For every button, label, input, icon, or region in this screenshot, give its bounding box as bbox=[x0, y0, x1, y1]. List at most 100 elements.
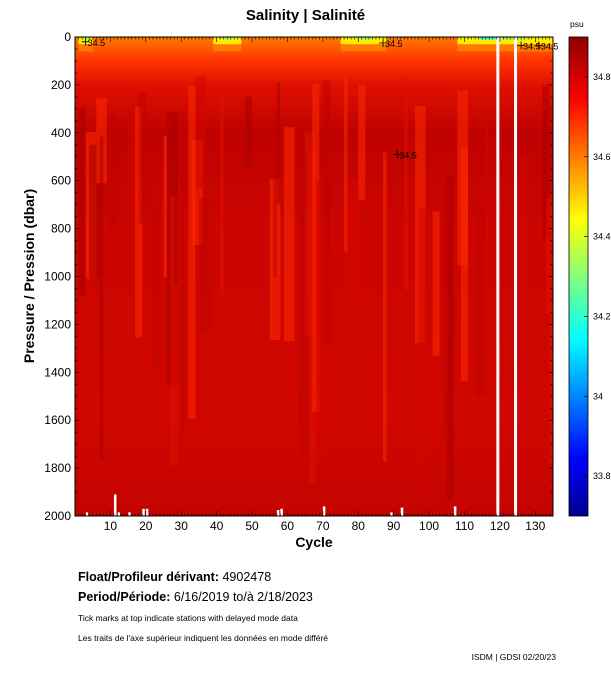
chart-title: Salinity | Salinité bbox=[245, 7, 366, 24]
texture-stripe bbox=[188, 85, 196, 419]
texture-stripe bbox=[298, 144, 309, 456]
texture-stripe bbox=[549, 194, 553, 465]
texture-stripe bbox=[138, 92, 146, 224]
note-english: Tick marks at top indicate stations with… bbox=[78, 613, 298, 623]
contour-label: 34.5 bbox=[523, 41, 541, 51]
x-tick-label: 110 bbox=[455, 519, 474, 533]
plot-area bbox=[75, 37, 553, 516]
texture-stripe bbox=[358, 85, 366, 200]
y-tick-label: 2000 bbox=[44, 509, 71, 523]
texture-stripe bbox=[220, 93, 224, 296]
profile-bottom-gap bbox=[85, 512, 89, 516]
y-tick-label: 600 bbox=[51, 174, 71, 188]
texture-stripe bbox=[89, 144, 100, 279]
texture-stripe bbox=[326, 95, 330, 346]
texture-stripe bbox=[170, 196, 178, 466]
y-tick-label: 800 bbox=[51, 222, 71, 236]
float-id: 4902478 bbox=[222, 570, 272, 584]
float-info: Float/Profileur dérivant: 4902478 bbox=[78, 570, 271, 584]
x-tick-label: 30 bbox=[175, 519, 189, 533]
profile-bottom-gap bbox=[128, 512, 131, 516]
texture-stripe bbox=[244, 96, 253, 169]
texture-stripe bbox=[191, 140, 203, 246]
contour-label: 34.5 bbox=[88, 38, 106, 48]
surface-fresh-patch bbox=[213, 37, 242, 45]
texture-stripe bbox=[276, 82, 281, 204]
surface-fresh-patch bbox=[340, 37, 387, 45]
texture-stripe bbox=[404, 77, 408, 291]
texture-stripe bbox=[128, 123, 139, 217]
texture-stripe bbox=[195, 76, 207, 189]
missing-cycle-gap bbox=[514, 37, 518, 516]
x-tick-label: 10 bbox=[104, 519, 118, 533]
y-tick-label: 200 bbox=[51, 78, 71, 92]
y-tick-label: 1400 bbox=[44, 365, 71, 379]
texture-stripe bbox=[181, 111, 185, 436]
texture-stripe bbox=[460, 148, 469, 382]
texture-stripe bbox=[315, 180, 323, 459]
contour-label: 34.5 bbox=[399, 150, 417, 160]
texture-stripe bbox=[344, 77, 348, 253]
texture-stripe bbox=[351, 192, 359, 312]
x-tick-label: 120 bbox=[490, 519, 510, 533]
texture-stripe bbox=[443, 186, 447, 445]
contour-label: 34.5 bbox=[541, 41, 559, 51]
y-axis-label: Pressure / Pression (dbar) bbox=[21, 189, 37, 363]
colorbar-tick-label: 34.4 bbox=[593, 232, 611, 242]
texture-stripe bbox=[152, 210, 160, 368]
x-tick-label: 70 bbox=[316, 519, 330, 533]
texture-stripe bbox=[174, 119, 178, 286]
y-tick-label: 1600 bbox=[44, 413, 71, 427]
x-tick-label: 60 bbox=[281, 519, 295, 533]
x-tick-label: 90 bbox=[387, 519, 401, 533]
period-info: Period/Période: 6/16/2019 to/à 2/18/2023 bbox=[78, 590, 313, 604]
missing-cycle-gap bbox=[496, 37, 500, 516]
texture-stripe bbox=[383, 152, 387, 462]
float-label: Float/Profileur dérivant: bbox=[78, 570, 219, 584]
y-tick-label: 1200 bbox=[44, 317, 71, 331]
surface-cyan-patch bbox=[478, 37, 497, 40]
x-tick-label: 80 bbox=[352, 519, 366, 533]
colorbar-tick-label: 34.6 bbox=[593, 152, 611, 162]
x-tick-label: 40 bbox=[210, 519, 224, 533]
y-tick-label: 1000 bbox=[44, 270, 71, 284]
texture-stripe bbox=[283, 127, 295, 342]
y-tick-label: 1800 bbox=[44, 461, 71, 475]
colorbar: psu 34.8 34.6 34.4 34.2 34 33.8 bbox=[568, 19, 611, 517]
colorbar-tick-label: 33.8 bbox=[593, 471, 611, 481]
profile-bottom-gap bbox=[145, 508, 149, 516]
texture-stripe bbox=[432, 211, 440, 357]
period-value: 6/16/2019 to/à 2/18/2023 bbox=[173, 590, 313, 604]
texture-stripe bbox=[475, 205, 486, 397]
texture-stripe bbox=[485, 108, 490, 245]
profile-bottom-gap bbox=[113, 494, 117, 516]
profile-bottom-gap bbox=[453, 506, 457, 516]
note-french: Les traits de l'axe supérieur indiquent … bbox=[78, 633, 329, 643]
profile-bottom-gap bbox=[400, 507, 404, 516]
texture-stripe bbox=[106, 113, 118, 231]
surface-green-patch bbox=[490, 37, 525, 40]
texture-stripe bbox=[418, 208, 426, 493]
x-tick-label: 100 bbox=[419, 519, 439, 533]
y-tick-label: 400 bbox=[51, 126, 71, 140]
texture-stripe bbox=[545, 198, 550, 315]
texture-stripe bbox=[446, 174, 454, 500]
surface-green-patch bbox=[223, 37, 233, 40]
contour-label: 34.5 bbox=[385, 39, 403, 49]
colorbar-ramp bbox=[568, 36, 589, 517]
texture-stripe bbox=[198, 197, 210, 331]
profile-bottom-gap bbox=[117, 512, 120, 516]
texture-stripe bbox=[542, 85, 550, 238]
profile-bottom-gap bbox=[280, 508, 283, 516]
surface-green-patch bbox=[356, 37, 373, 40]
surface-fresh-patch bbox=[457, 37, 553, 45]
colorbar-tick-label: 34.8 bbox=[593, 72, 611, 82]
profile-bottom-gap bbox=[322, 506, 326, 516]
texture-stripe bbox=[78, 107, 86, 297]
profile-bottom-gap bbox=[276, 510, 280, 516]
colorbar-tick-label: 34.2 bbox=[593, 311, 611, 321]
y-axis: 0 200 400 600 800 1000 1200 1400 1600 1800 2000 bbox=[44, 30, 553, 523]
contour-marker bbox=[379, 38, 388, 47]
x-axis-label: Cycle bbox=[295, 534, 333, 550]
